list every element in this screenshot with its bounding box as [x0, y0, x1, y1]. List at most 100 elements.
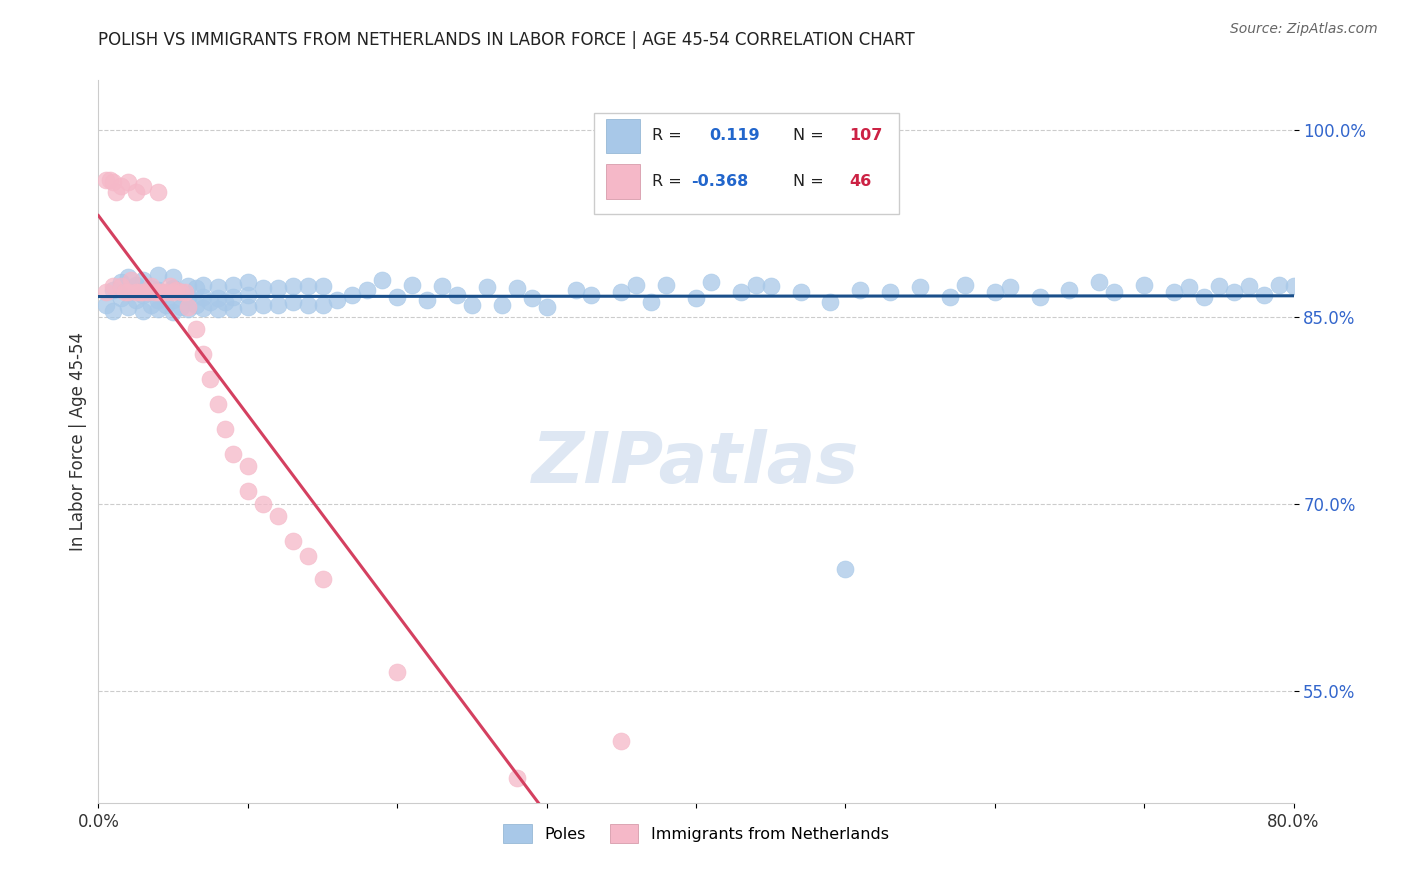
- Text: 0.119: 0.119: [709, 128, 759, 144]
- Point: [125, 277, 148, 292]
- Point: [879, 285, 901, 299]
- Point: [267, 297, 290, 311]
- Point: [939, 290, 962, 304]
- Point: [148, 283, 170, 297]
- Point: [236, 275, 259, 289]
- Point: [506, 771, 529, 785]
- Point: [281, 534, 304, 549]
- Point: [148, 268, 170, 282]
- Point: [908, 280, 931, 294]
- Point: [136, 285, 159, 299]
- Bar: [606, 164, 640, 199]
- Point: [1282, 278, 1305, 293]
- Point: [148, 302, 170, 317]
- Point: [536, 300, 558, 314]
- Point: [685, 291, 707, 305]
- Point: [143, 285, 166, 299]
- Point: [311, 278, 333, 293]
- Legend: Poles, Immigrants from Netherlands: Poles, Immigrants from Netherlands: [496, 818, 896, 849]
- Point: [139, 297, 162, 311]
- Point: [385, 290, 409, 304]
- Point: [222, 290, 245, 304]
- Point: [834, 561, 856, 575]
- Point: [745, 277, 768, 292]
- Point: [1178, 280, 1201, 294]
- Point: [169, 300, 191, 314]
- Point: [132, 179, 155, 194]
- Point: [1133, 277, 1156, 292]
- Point: [267, 281, 290, 295]
- Point: [155, 297, 177, 311]
- Point: [200, 372, 222, 386]
- Point: [491, 297, 513, 311]
- Point: [1163, 285, 1185, 299]
- Point: [177, 302, 200, 317]
- Point: [236, 287, 259, 301]
- Point: [125, 293, 148, 307]
- Point: [148, 186, 170, 200]
- Point: [110, 275, 132, 289]
- Point: [162, 285, 184, 299]
- Point: [655, 277, 678, 292]
- Point: [114, 285, 136, 299]
- Point: [222, 277, 245, 292]
- Point: [1059, 283, 1081, 297]
- Point: [177, 290, 200, 304]
- Text: R =: R =: [652, 174, 686, 189]
- Point: [789, 285, 811, 299]
- Point: [252, 281, 274, 295]
- Point: [520, 291, 543, 305]
- Point: [1312, 277, 1334, 292]
- Y-axis label: In Labor Force | Age 45-54: In Labor Force | Age 45-54: [69, 332, 87, 551]
- Point: [132, 287, 155, 301]
- Point: [150, 285, 173, 299]
- Point: [214, 295, 236, 310]
- Point: [110, 291, 132, 305]
- Point: [1298, 285, 1320, 299]
- Text: N =: N =: [793, 174, 828, 189]
- Point: [98, 173, 122, 187]
- Point: [1192, 290, 1215, 304]
- Bar: [606, 119, 640, 153]
- Point: [730, 285, 752, 299]
- Point: [191, 290, 214, 304]
- Point: [169, 285, 191, 299]
- Point: [103, 303, 125, 318]
- Point: [162, 281, 184, 295]
- Point: [105, 186, 128, 200]
- Point: [132, 285, 155, 299]
- Point: [103, 278, 125, 293]
- Point: [132, 272, 155, 286]
- Point: [222, 447, 245, 461]
- Point: [162, 270, 184, 285]
- Point: [371, 272, 394, 286]
- Point: [401, 277, 423, 292]
- Point: [139, 281, 162, 295]
- Point: [132, 303, 155, 318]
- Text: -0.368: -0.368: [692, 174, 748, 189]
- Point: [200, 295, 222, 310]
- Point: [103, 283, 125, 297]
- Point: [207, 302, 229, 317]
- Point: [184, 297, 207, 311]
- Point: [177, 300, 200, 314]
- Point: [700, 275, 723, 289]
- Point: [103, 176, 125, 190]
- Point: [267, 509, 290, 524]
- Point: [820, 295, 842, 310]
- Point: [984, 285, 1007, 299]
- Point: [159, 278, 181, 293]
- Point: [236, 300, 259, 314]
- Point: [610, 733, 633, 747]
- Point: [849, 283, 872, 297]
- Point: [1253, 287, 1275, 301]
- Point: [1267, 277, 1289, 292]
- Point: [162, 293, 184, 307]
- Point: [177, 278, 200, 293]
- Point: [311, 297, 333, 311]
- Point: [207, 280, 229, 294]
- Point: [281, 295, 304, 310]
- Point: [148, 293, 170, 307]
- Point: [297, 549, 319, 563]
- Text: 107: 107: [849, 128, 883, 144]
